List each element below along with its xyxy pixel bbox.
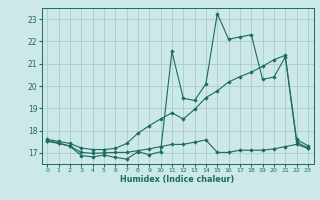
X-axis label: Humidex (Indice chaleur): Humidex (Indice chaleur) bbox=[120, 175, 235, 184]
